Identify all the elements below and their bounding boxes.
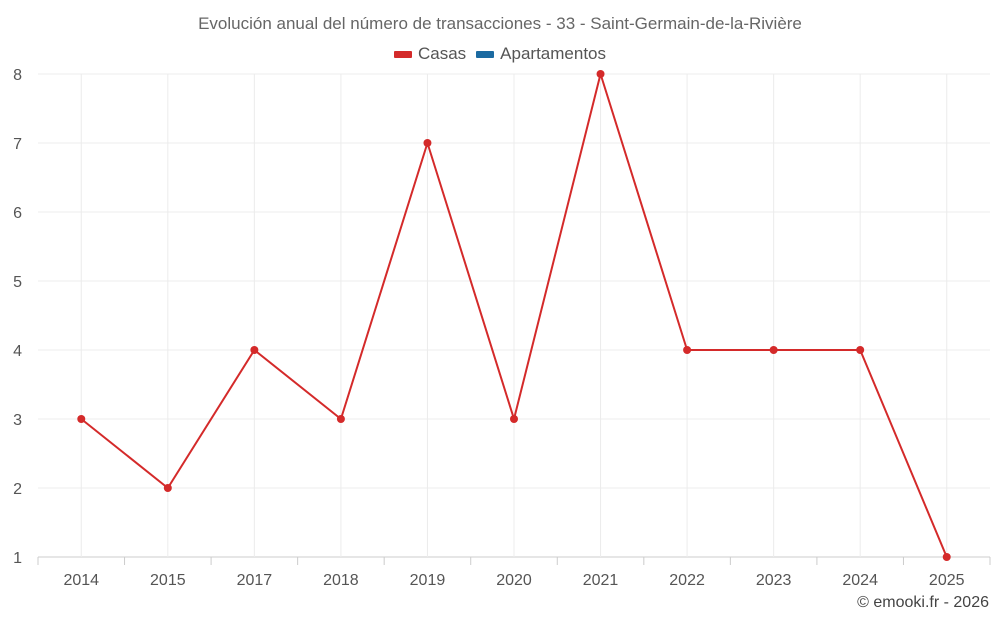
legend-label-casas: Casas xyxy=(417,44,467,63)
x-tick-label: 2022 xyxy=(669,572,705,589)
data-point xyxy=(683,346,692,354)
y-tick-label: 6 xyxy=(13,205,22,222)
x-tick-label: 2015 xyxy=(150,572,186,589)
x-tick-label: 2020 xyxy=(496,572,532,589)
y-tick-label: 1 xyxy=(13,550,22,567)
watermark: © emooki.fr - 2026 xyxy=(857,594,989,611)
legend-swatch-apartamentos xyxy=(476,50,495,58)
data-point xyxy=(423,139,432,147)
data-point xyxy=(856,346,865,354)
y-tick-label: 7 xyxy=(13,136,22,153)
data-point xyxy=(250,346,259,354)
x-tick-label: 2014 xyxy=(63,572,99,589)
chart-title: Evolución anual del número de transaccio… xyxy=(198,14,802,33)
data-point xyxy=(942,553,951,561)
x-tick-label: 2024 xyxy=(842,572,878,589)
data-point xyxy=(163,484,172,492)
data-point xyxy=(77,415,86,423)
legend-swatch-casas xyxy=(393,50,412,58)
legend: Casas Apartamentos xyxy=(0,44,1000,64)
data-point xyxy=(336,415,345,423)
y-tick-label: 5 xyxy=(13,274,22,291)
y-tick-label: 3 xyxy=(13,412,22,429)
x-tick-label: 2021 xyxy=(583,572,619,589)
legend-item-casas[interactable]: Casas xyxy=(393,44,467,64)
x-tick-label: 2018 xyxy=(323,572,359,589)
data-point xyxy=(510,415,518,423)
data-point xyxy=(596,70,605,78)
legend-item-apartamentos[interactable]: Apartamentos xyxy=(476,44,606,64)
x-tick-label: 2017 xyxy=(237,572,273,589)
legend-label-apartamentos: Apartamentos xyxy=(500,44,607,63)
x-tick-label: 2025 xyxy=(929,572,965,589)
y-tick-label: 8 xyxy=(13,67,22,84)
x-tick-label: 2023 xyxy=(756,572,792,589)
x-tick-label: 2019 xyxy=(410,572,446,589)
y-tick-label: 2 xyxy=(13,481,22,498)
data-point xyxy=(769,346,778,354)
y-tick-label: 4 xyxy=(13,343,22,360)
